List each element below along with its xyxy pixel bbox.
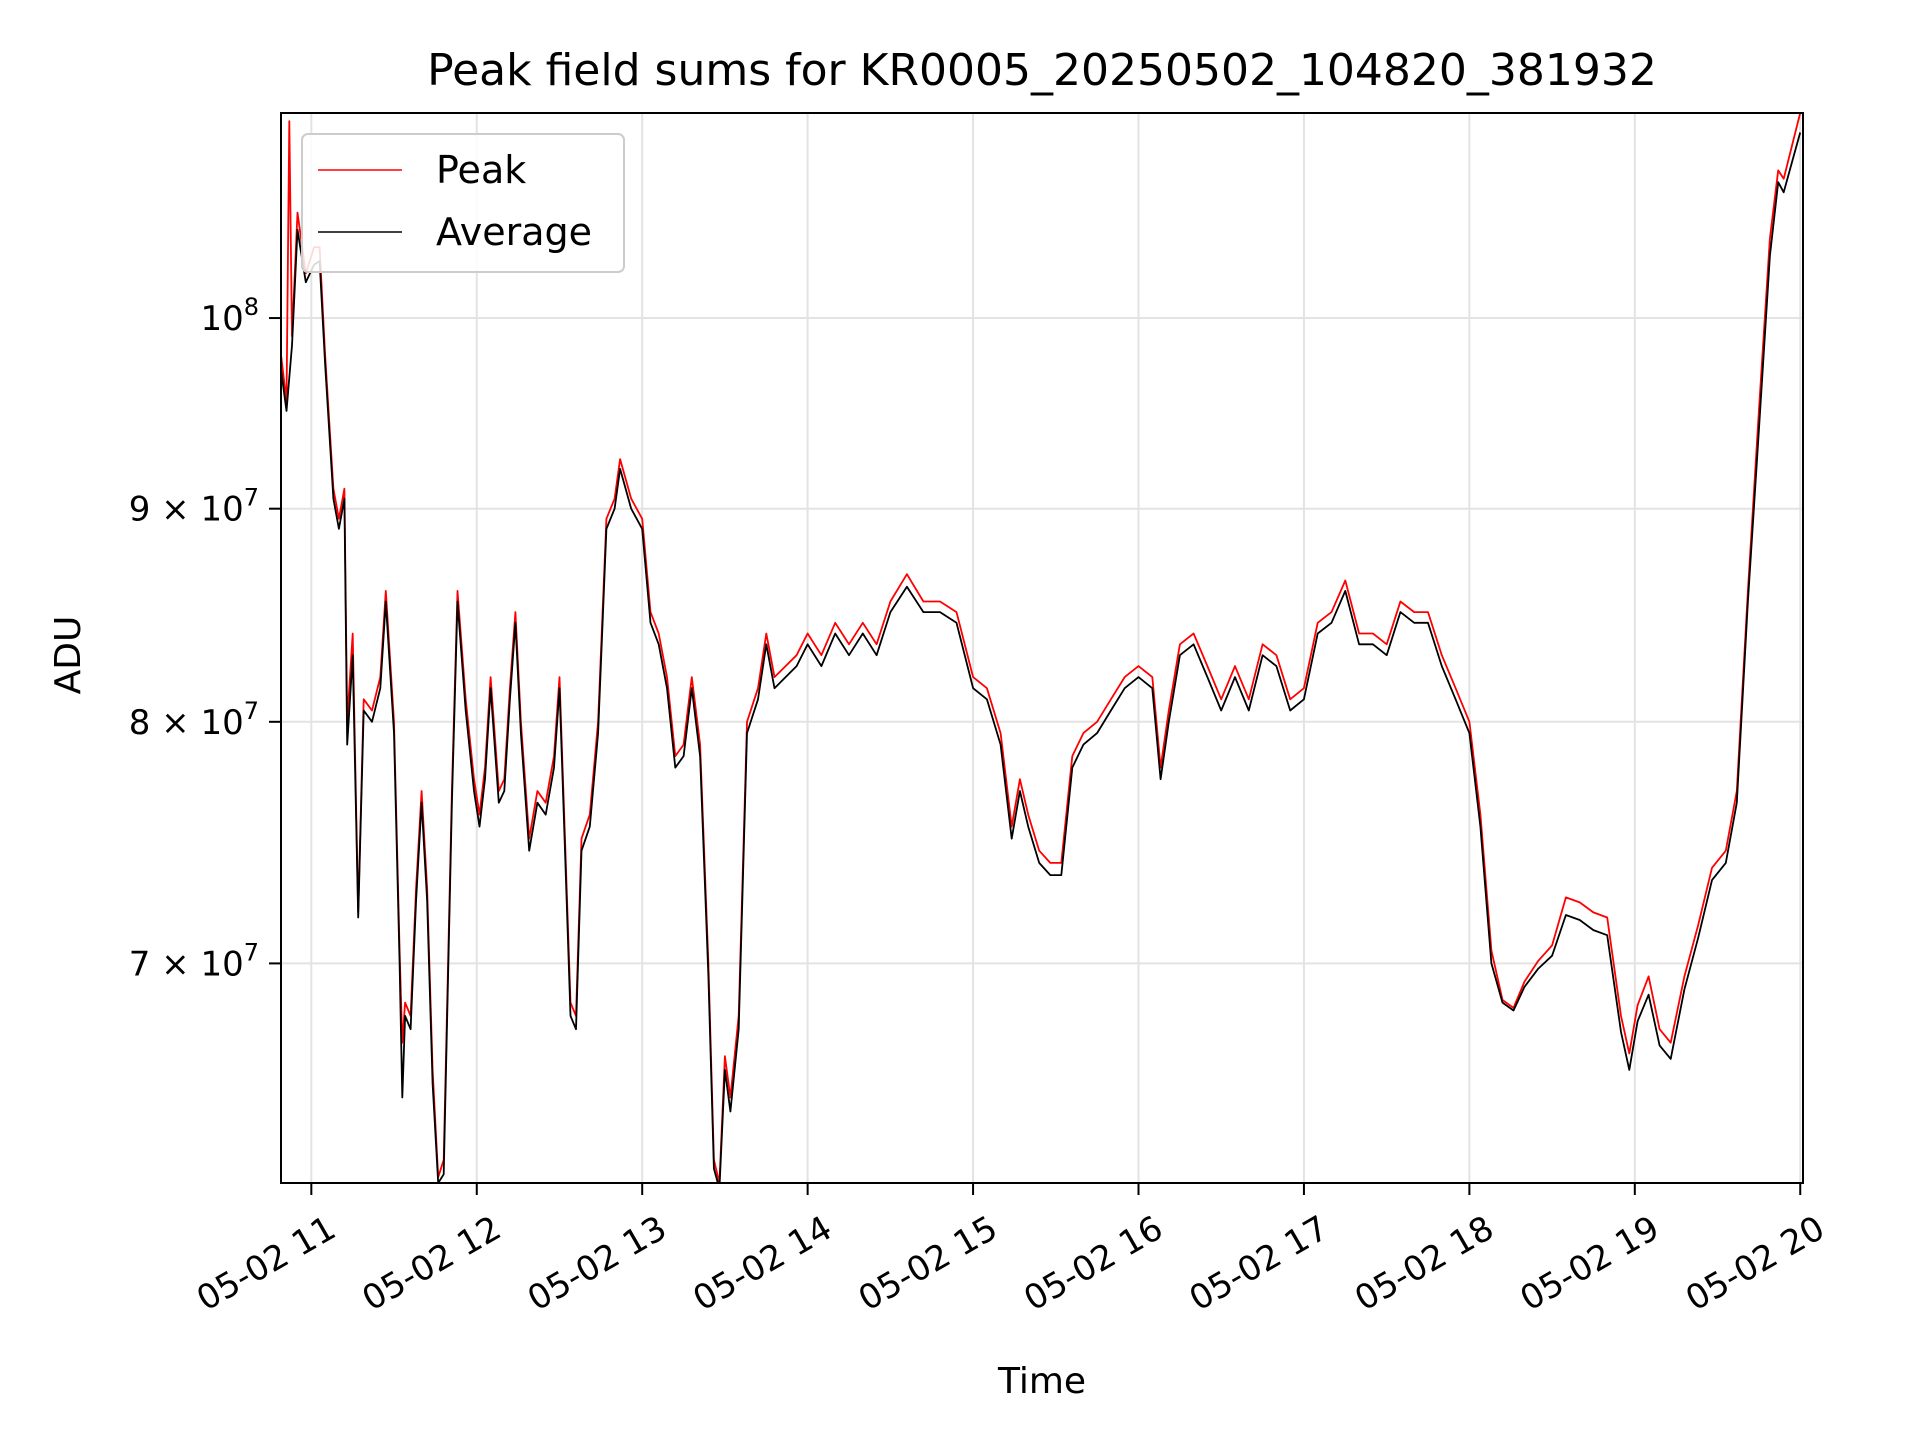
legend: Peak Average: [301, 133, 625, 273]
series-line-average: [281, 132, 1802, 1183]
plot-frame: [280, 112, 1804, 1184]
y-tick-label-mantissa: 9 × 10: [129, 490, 244, 530]
x-axis-label: Time: [997, 1361, 1086, 1402]
legend-label-average: Average: [436, 210, 592, 254]
y-tick-label-mantissa: 7 × 10: [129, 944, 244, 984]
y-tick-label-mantissa: 8 × 10: [129, 703, 244, 743]
grid-layer: [281, 113, 1803, 1183]
y-tick-label-exponent: 7: [244, 484, 259, 512]
legend-label-peak: Peak: [436, 148, 526, 192]
y-tick-label-exponent: 7: [244, 697, 259, 725]
chart-title: Peak field sums for KR0005_20250502_1048…: [427, 45, 1657, 96]
y-tick-label: 108: [200, 293, 259, 339]
y-tick-label-exponent: 7: [244, 938, 259, 966]
y-axis-label: ADU: [48, 616, 89, 695]
y-tick-label-exponent: 8: [244, 293, 259, 321]
y-tick-label: 7 × 107: [129, 938, 259, 984]
series-layer: [281, 113, 1802, 1183]
y-tick-label-mantissa: 10: [200, 299, 243, 339]
y-tick-label: 8 × 107: [129, 697, 259, 743]
y-tick-label: 9 × 107: [129, 484, 259, 530]
legend-box: [301, 133, 625, 273]
